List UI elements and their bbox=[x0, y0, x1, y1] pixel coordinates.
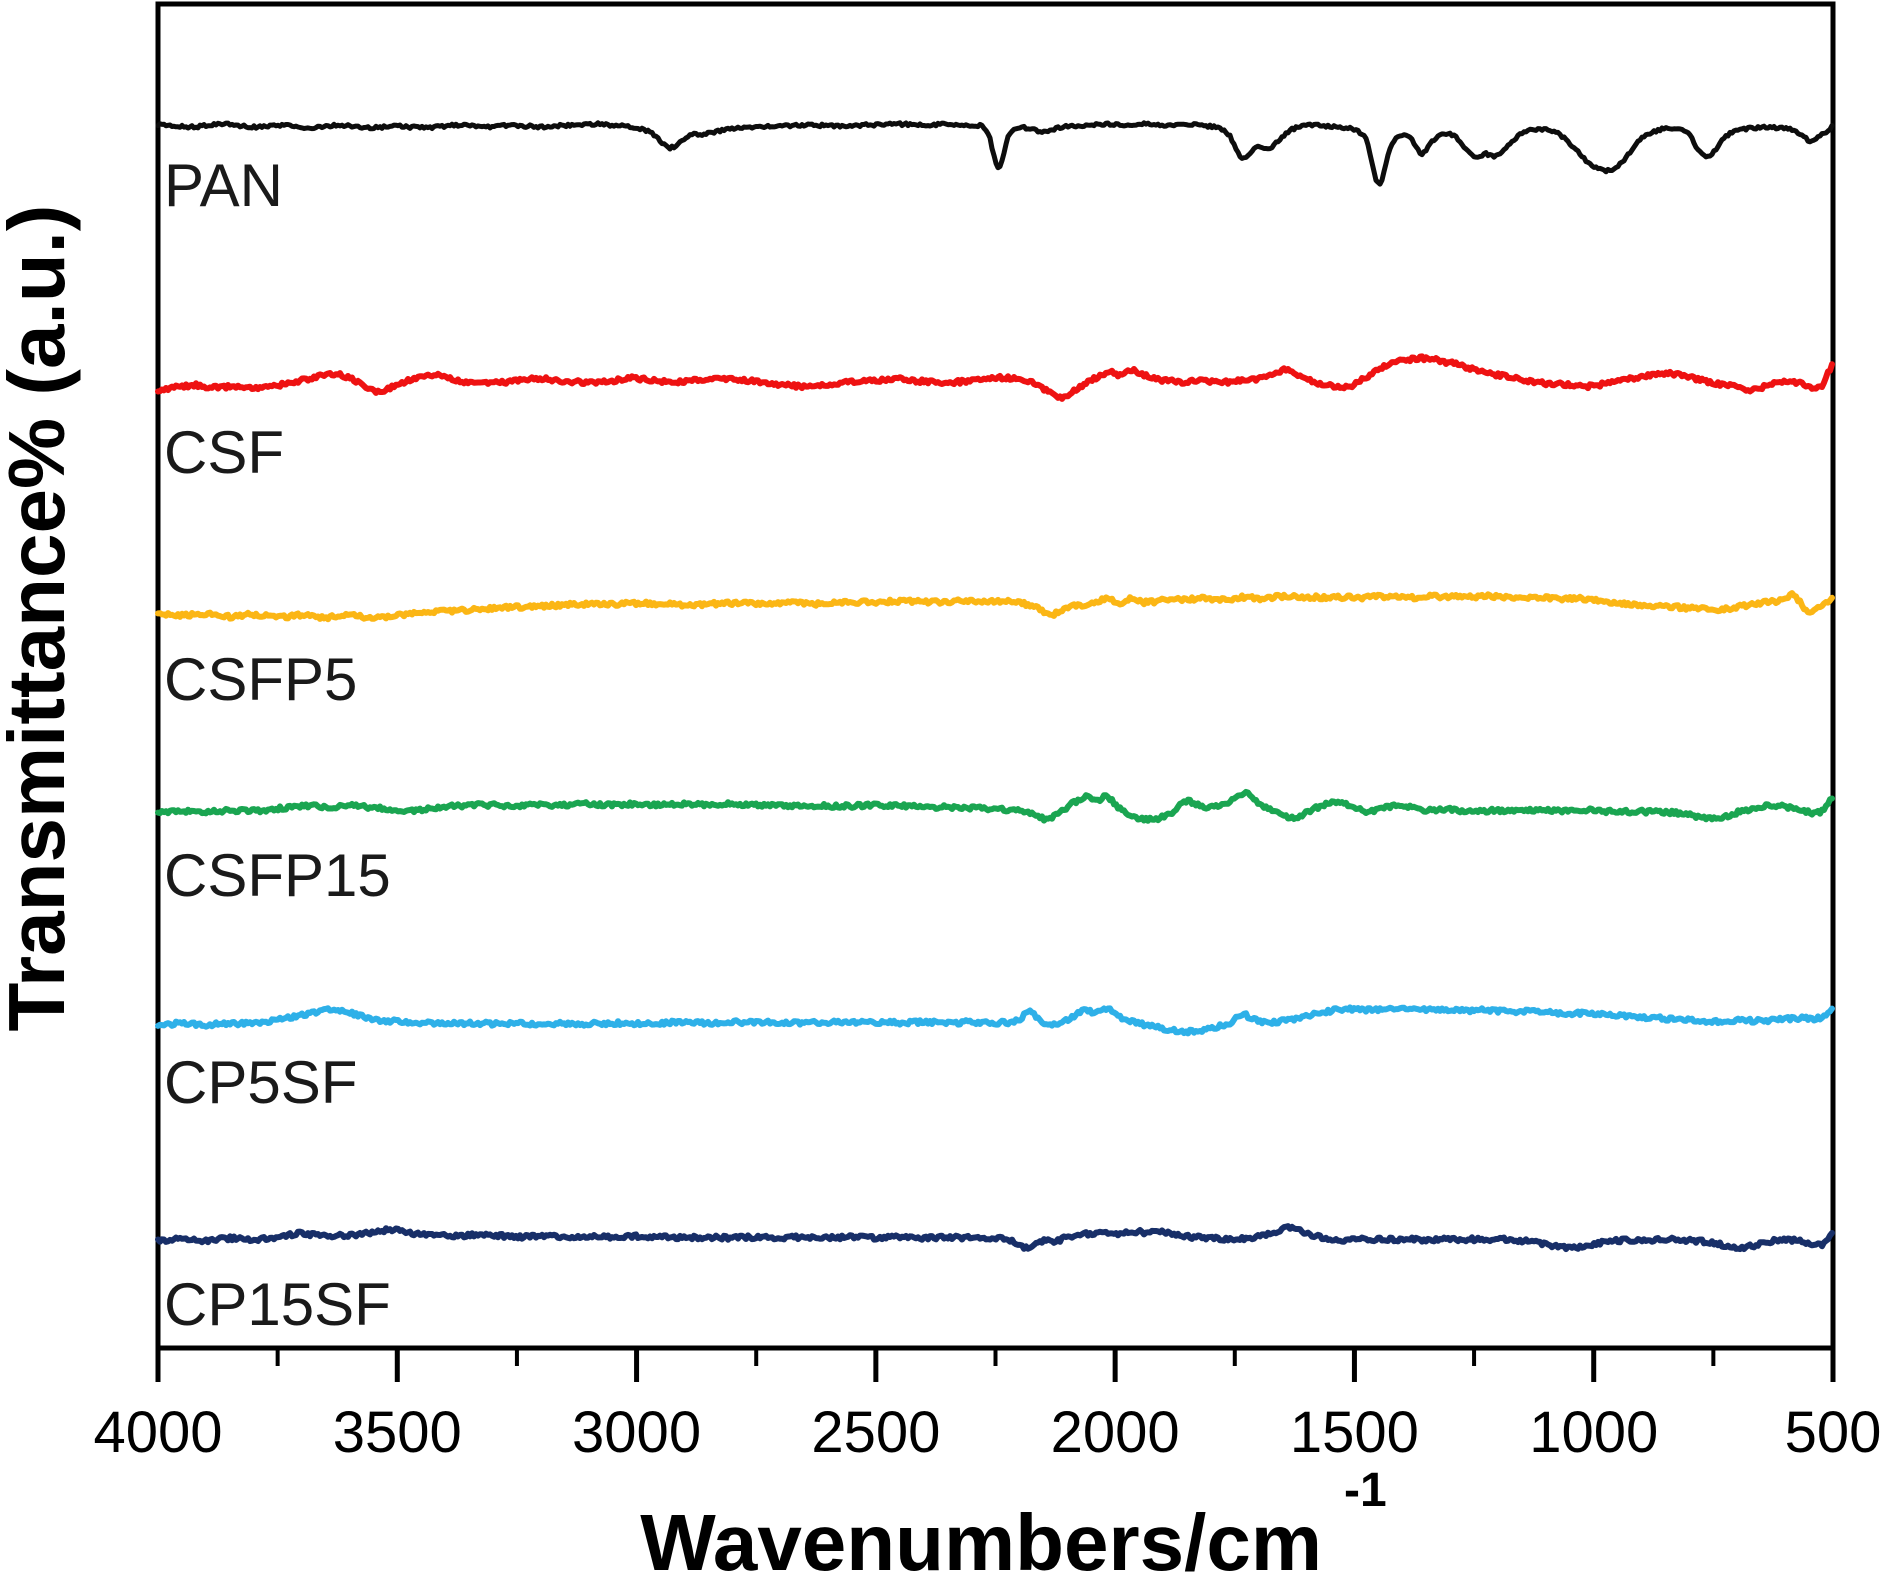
spectrum-curve-CSFP5 bbox=[155, 590, 1835, 623]
x-axis-ticks bbox=[155, 1348, 1836, 1382]
x-tick-label-2000: 2000 bbox=[1051, 1400, 1180, 1465]
x-tick-label-1500: 1500 bbox=[1290, 1400, 1419, 1465]
x-axis-title-exponent: -1 bbox=[1344, 1464, 1387, 1517]
x-tick-label-1000: 1000 bbox=[1529, 1400, 1658, 1465]
x-tick-label-3000: 3000 bbox=[572, 1400, 701, 1465]
curve-label-CSFP15: CSFP15 bbox=[164, 842, 391, 909]
spectrum-curve-CP5SF bbox=[155, 1004, 1835, 1037]
curve-labels: PAN CSF CSFP5 CSFP15 CP5SF CP15SF bbox=[164, 152, 391, 1338]
spectrum-curve-CSF bbox=[155, 353, 1835, 402]
spectrum-curve-CP15SF bbox=[155, 1223, 1835, 1253]
x-axis-tick-labels: 4000 3500 3000 2500 2000 1500 1000 500 bbox=[93, 1400, 1881, 1465]
x-tick-label-3500: 3500 bbox=[333, 1400, 462, 1465]
plot-border bbox=[155, 1, 1836, 1351]
x-tick-label-500: 500 bbox=[1785, 1400, 1882, 1465]
curve-label-CP15SF: CP15SF bbox=[164, 1271, 391, 1338]
x-tick-label-2500: 2500 bbox=[811, 1400, 940, 1465]
curve-label-PAN: PAN bbox=[164, 152, 283, 219]
x-tick-label-4000: 4000 bbox=[93, 1400, 222, 1465]
spectrum-curve-PAN bbox=[155, 120, 1835, 187]
curve-label-CSF: CSF bbox=[164, 419, 284, 486]
y-axis-title: Transmittance% (a.u.) bbox=[0, 205, 81, 1032]
spectrum-curve-CSFP15 bbox=[155, 788, 1835, 824]
curve-label-CP5SF: CP5SF bbox=[164, 1049, 357, 1116]
curve-label-CSFP5: CSFP5 bbox=[164, 646, 357, 713]
x-axis-title: Wavenumbers/cm bbox=[640, 1498, 1322, 1587]
spectra-curves bbox=[155, 120, 1835, 1253]
